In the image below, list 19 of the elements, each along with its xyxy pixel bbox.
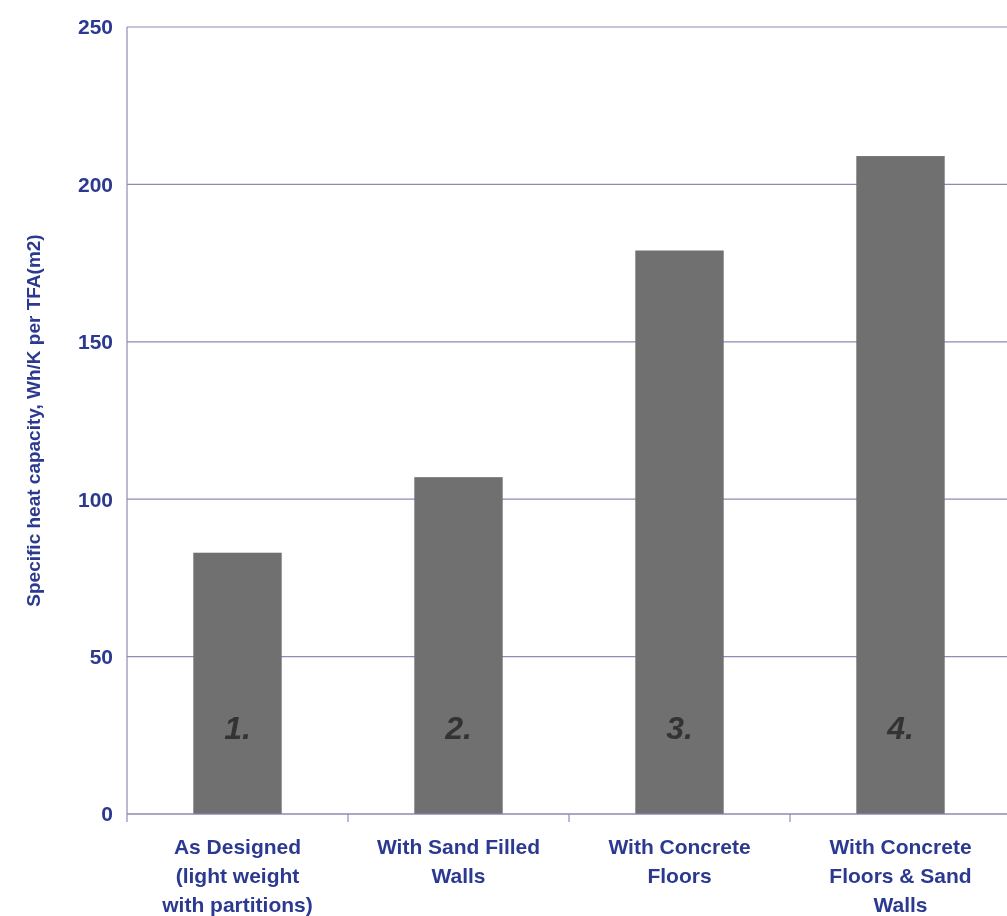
annotation: 3. [666,709,693,746]
bar [414,477,503,814]
annotation: 4. [886,709,914,746]
y-axis-title: Specific heat capacity, Wh/K per TFA(m2) [23,234,44,607]
bar [635,250,724,814]
y-tick-label: 100 [77,487,113,511]
y-tick-label: 250 [77,15,113,39]
x-tick-label: As Designed (light weight with partitions) [161,835,313,916]
bar [856,156,945,814]
y-tick-label: 150 [77,330,113,354]
y-tick-label: 0 [101,802,113,826]
y-tick-label: 200 [77,172,113,196]
annotation: 2. [444,709,472,746]
annotation: 1. [224,709,251,746]
x-tick-label: With Concrete Floors [608,835,751,887]
bar [193,552,282,814]
y-tick-label: 50 [89,644,113,668]
x-tick-label: With Concrete Floors & Sand Walls [829,835,972,916]
x-tick-label: With Sand Filled Walls [376,835,541,887]
